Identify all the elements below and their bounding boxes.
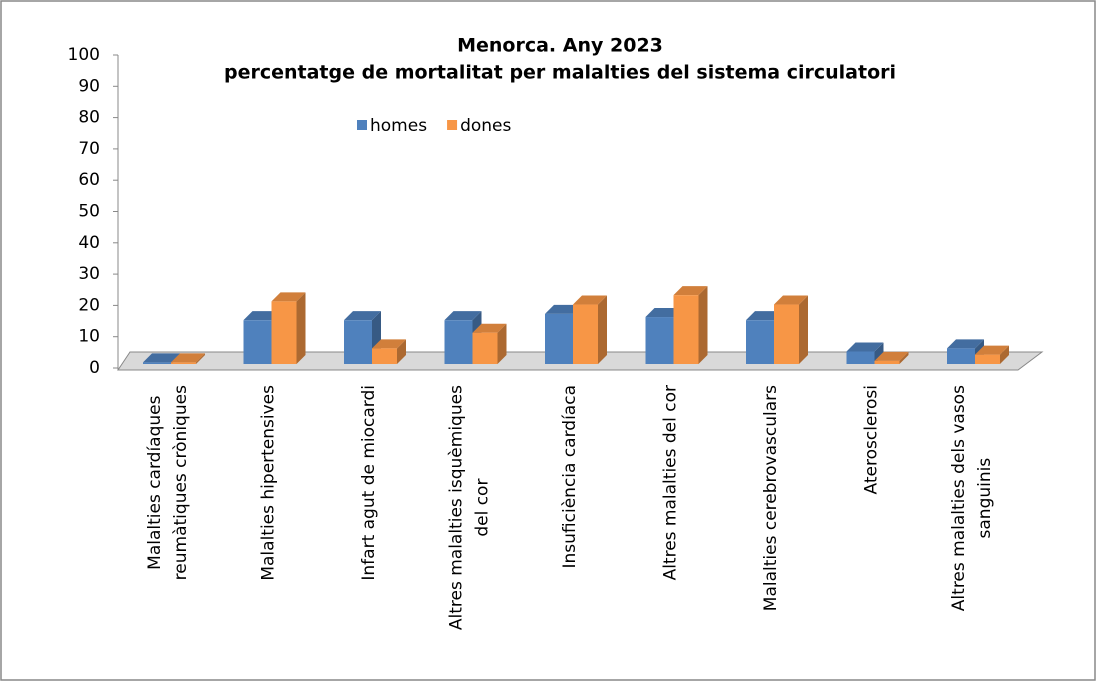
x-tick-label: Aterosclerosi — [862, 385, 882, 494]
bar-front — [947, 348, 975, 364]
bar-side — [196, 353, 205, 364]
chart-title: Menorca. Any 2023 — [457, 35, 663, 57]
x-tick-label: Infart agut de miocardi — [359, 385, 379, 581]
bar-front — [846, 351, 875, 364]
bar-front — [372, 348, 397, 364]
bar-top — [171, 353, 205, 363]
y-tick-label: 60 — [78, 170, 100, 190]
bar-top — [774, 295, 808, 305]
bar-front — [444, 320, 473, 364]
bar-top — [243, 311, 281, 321]
y-tick-label: 30 — [78, 264, 100, 284]
bar-side — [296, 292, 306, 364]
bar-top — [545, 304, 582, 314]
bar-top — [573, 295, 607, 305]
bar-top — [271, 292, 306, 302]
bar-front — [746, 320, 774, 364]
bar-top — [746, 311, 783, 321]
bar-top — [143, 353, 180, 363]
bar-side — [1000, 345, 1009, 364]
x-tick-label: Altres malalties del cor — [661, 385, 681, 580]
bar-side — [397, 339, 406, 364]
y-tick-label: 70 — [78, 139, 100, 159]
y-tick-label: 10 — [78, 327, 100, 347]
bar — [271, 292, 306, 364]
y-tick-label: 90 — [78, 76, 100, 96]
x-tick-label: Malalties cerebrovasculars — [761, 385, 781, 611]
bar-top — [344, 311, 381, 321]
x-tick-label: Malalties hipertensives — [259, 385, 279, 581]
bar-top — [874, 351, 909, 361]
bar-top — [472, 323, 507, 333]
x-tick-label: Malalties cardíaques reumàtiques crònique… — [145, 385, 191, 580]
bar-top — [444, 311, 482, 321]
bar-side — [899, 351, 909, 364]
bar-front — [143, 362, 171, 364]
bar-top — [372, 339, 406, 349]
bar-front — [271, 301, 297, 364]
bar-top — [846, 342, 884, 352]
bar-front — [673, 295, 699, 364]
bar-top — [947, 339, 984, 349]
legend-swatch — [357, 120, 367, 130]
x-tick-label: Altres malalties isquèmiques del cor — [447, 385, 493, 630]
bar-side — [799, 295, 808, 364]
bar-side — [698, 286, 708, 364]
bar-side — [598, 295, 607, 364]
legend-label: dones — [460, 116, 511, 136]
bar-top — [673, 286, 708, 296]
bar-side — [497, 323, 507, 364]
legend-label: homes — [370, 116, 427, 136]
bar-front — [344, 320, 372, 364]
bar — [975, 345, 1009, 364]
bar-front — [545, 313, 573, 364]
bar — [573, 295, 607, 364]
bar-top — [645, 308, 683, 318]
bar — [372, 339, 406, 364]
bar-top — [975, 345, 1009, 355]
bar-front — [171, 362, 196, 364]
bar-front — [774, 304, 799, 364]
bar — [673, 286, 708, 364]
bar — [472, 323, 507, 364]
y-tick-label: 50 — [78, 202, 100, 222]
y-tick-label: 100 — [68, 45, 100, 65]
bar-front — [243, 320, 272, 364]
chart-subtitle: percentatge de mortalitat per malalties … — [224, 62, 896, 84]
y-tick-label: 40 — [78, 233, 100, 253]
bar-front — [573, 304, 598, 364]
bar-front — [975, 354, 1000, 364]
y-tick-label: 0 — [89, 358, 100, 378]
bar-front — [874, 360, 900, 364]
x-tick-label: Insuficiència cardíaca — [560, 385, 580, 568]
x-tick-label: Altres malalties dels vasos sanguinis — [949, 385, 995, 611]
y-tick-label: 20 — [78, 295, 100, 315]
bar-front — [645, 317, 674, 364]
legend-swatch — [447, 120, 458, 130]
bar — [171, 353, 205, 364]
bar — [874, 351, 909, 364]
bar — [774, 295, 808, 364]
y-tick-label: 80 — [78, 108, 100, 128]
bar-front — [472, 332, 498, 364]
